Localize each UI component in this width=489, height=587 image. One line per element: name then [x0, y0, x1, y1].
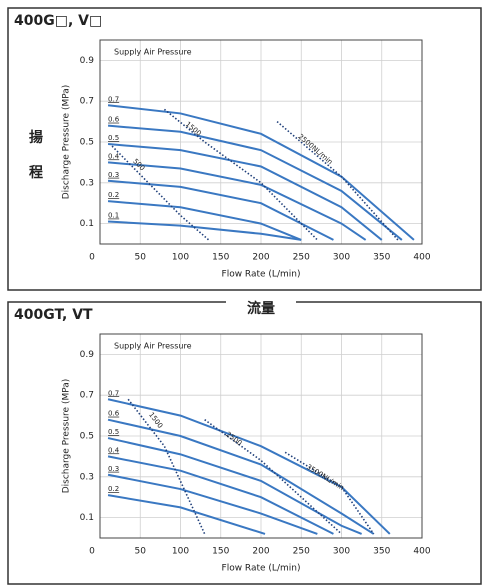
curve — [107, 200, 302, 241]
flow-label: 流量 — [247, 300, 275, 317]
y-axis-label: Discharge Pressure (MPa) — [62, 85, 72, 200]
curve — [107, 179, 334, 241]
x-tick-label: 300 — [333, 253, 350, 263]
curve — [107, 455, 334, 535]
curve-label: 0.7 — [108, 95, 119, 103]
curve-label: 0.3 — [108, 171, 119, 179]
y-tick-label: 0.5 — [80, 138, 94, 148]
chart-box — [7, 7, 482, 291]
curve-label: 0.2 — [108, 191, 119, 199]
y-tick-label: 0.5 — [80, 432, 94, 442]
x-tick-label: 350 — [373, 253, 390, 263]
curve — [107, 473, 318, 535]
plot-frame — [99, 39, 423, 245]
flow-label-bg — [226, 298, 296, 316]
curve-label: 0.3 — [108, 465, 119, 473]
y-tick-label: 0.1 — [80, 219, 94, 229]
curve — [107, 143, 383, 241]
head-label: 揚 — [29, 129, 43, 146]
y-tick-label: 0.7 — [80, 391, 94, 401]
curve — [276, 120, 399, 241]
x-tick-label: 150 — [212, 547, 229, 557]
x-tick-label: 200 — [252, 547, 269, 557]
x-axis-label: Flow Rate (L/min) — [222, 270, 301, 280]
curve — [284, 451, 375, 535]
chart-box — [7, 301, 482, 585]
curve — [163, 108, 318, 241]
curve — [107, 437, 363, 535]
curve — [107, 161, 367, 241]
curve — [127, 398, 206, 535]
curve-label: 0.1 — [108, 212, 119, 220]
curve-label: 0.6 — [108, 116, 120, 124]
y-tick-label: 0.9 — [80, 56, 95, 66]
annotation: Supply Air Pressure — [114, 48, 192, 57]
curve — [107, 494, 266, 535]
curve-label: 0.4 — [108, 446, 120, 454]
curve-label: 2500 — [224, 430, 243, 447]
x-tick-label: 0 — [89, 547, 95, 557]
curve — [107, 220, 302, 241]
curve — [107, 418, 375, 535]
curve-label: 0.2 — [108, 485, 119, 493]
y-tick-label: 0.3 — [80, 472, 94, 482]
plot-frame — [99, 333, 423, 539]
x-tick-label: 50 — [135, 547, 147, 557]
curve-label: 0.5 — [108, 428, 119, 436]
y-tick-label: 0.9 — [80, 350, 95, 360]
curve — [111, 145, 210, 241]
x-tick-label: 300 — [333, 547, 350, 557]
chart-title: 400GT, VT — [14, 307, 93, 323]
x-tick-label: 250 — [293, 253, 310, 263]
x-tick-label: 150 — [212, 253, 229, 263]
y-tick-label: 0.7 — [80, 97, 94, 107]
curve-label: 0.5 — [108, 134, 119, 142]
y-axis-label: Discharge Pressure (MPa) — [62, 379, 72, 494]
x-tick-label: 0 — [89, 253, 95, 263]
curve — [107, 104, 415, 241]
x-tick-label: 400 — [413, 547, 430, 557]
x-axis-label: Flow Rate (L/min) — [222, 564, 301, 574]
annotation: Supply Air Pressure — [114, 342, 192, 351]
chart-title: 400G□, V□ — [14, 13, 102, 29]
curve-label: 0.6 — [108, 410, 120, 418]
x-tick-label: 400 — [413, 253, 430, 263]
curve — [204, 419, 343, 535]
curve-label: 0.7 — [108, 389, 119, 397]
y-tick-label: 0.3 — [80, 178, 94, 188]
y-tick-label: 0.1 — [80, 513, 94, 523]
x-tick-label: 200 — [252, 253, 269, 263]
x-tick-label: 100 — [172, 547, 189, 557]
x-tick-label: 250 — [293, 547, 310, 557]
curve-label: 500 — [131, 157, 146, 172]
x-tick-label: 100 — [172, 253, 189, 263]
curve-label: 0.4 — [108, 152, 120, 160]
curve — [107, 398, 391, 535]
x-tick-label: 50 — [135, 253, 147, 263]
curve — [107, 124, 403, 241]
x-tick-label: 350 — [373, 547, 390, 557]
head-label: 程 — [29, 165, 43, 181]
curve-label: 2500NL/min — [297, 133, 335, 167]
curve-label: 3500NL/min — [305, 463, 345, 492]
